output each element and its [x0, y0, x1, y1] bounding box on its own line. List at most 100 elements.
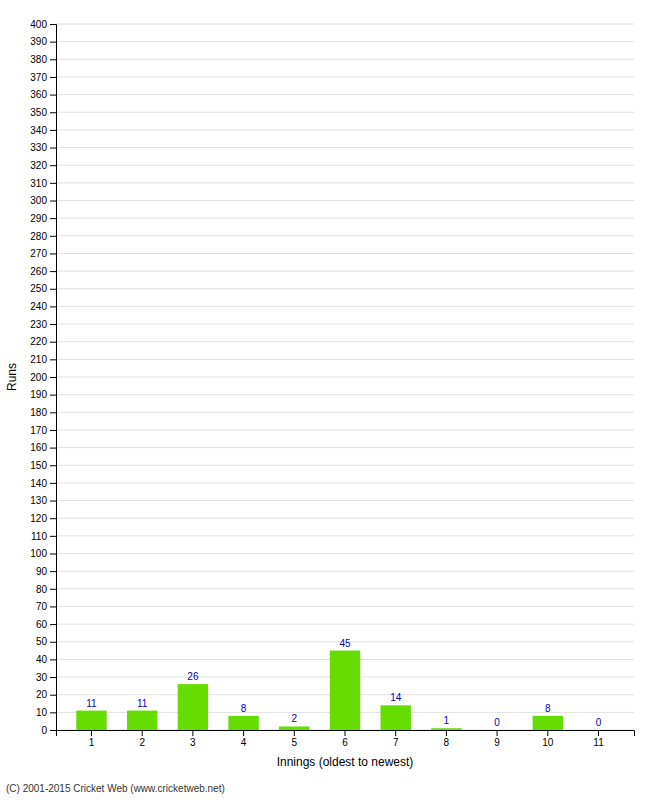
y-tick: 70 — [36, 601, 56, 612]
y-tick: 10 — [36, 707, 56, 718]
y-tick: 170 — [30, 425, 56, 436]
y-tick-mark — [50, 589, 56, 590]
y-tick: 130 — [30, 495, 56, 506]
x-tick: 6 — [342, 730, 348, 748]
x-tick: 2 — [139, 730, 145, 748]
y-tick-mark — [50, 218, 56, 219]
data-label: 8 — [241, 703, 247, 714]
y-tick-label: 10 — [36, 707, 48, 718]
grid-line — [56, 288, 634, 289]
grid-line — [56, 447, 634, 448]
y-tick: 100 — [30, 548, 56, 559]
y-tick-label: 40 — [36, 654, 48, 665]
x-tick-mark — [142, 730, 143, 736]
grid-line — [56, 24, 634, 25]
y-axis-title: Runs — [5, 363, 19, 391]
data-label: 1 — [444, 715, 450, 726]
grid-line — [56, 306, 634, 307]
bar — [431, 728, 461, 730]
y-tick-mark — [50, 712, 56, 713]
y-tick: 220 — [30, 336, 56, 347]
y-tick: 30 — [36, 672, 56, 683]
y-tick-mark — [50, 659, 56, 660]
grid-line — [56, 465, 634, 466]
y-tick: 20 — [36, 689, 56, 700]
y-tick-label: 120 — [30, 513, 47, 524]
chart: 0102030405060708090100110120130140150160… — [0, 0, 650, 800]
grid-line — [56, 129, 634, 130]
grid-line — [56, 341, 634, 342]
y-tick: 60 — [36, 619, 56, 630]
y-tick-mark — [50, 130, 56, 131]
y-tick: 210 — [30, 354, 56, 365]
data-label: 14 — [390, 692, 402, 703]
y-tick-label: 170 — [30, 425, 47, 436]
x-tick: 5 — [292, 730, 298, 748]
grid-line — [56, 624, 634, 625]
grid-line — [56, 429, 634, 430]
y-tick-mark — [50, 448, 56, 449]
y-tick-label: 150 — [30, 460, 47, 471]
y-tick-mark — [50, 95, 56, 96]
y-tick: 40 — [36, 654, 56, 665]
y-tick-mark — [50, 624, 56, 625]
data-label: 8 — [545, 703, 551, 714]
y-tick-mark — [50, 430, 56, 431]
y-tick-label: 280 — [30, 231, 47, 242]
y-tick: 300 — [30, 195, 56, 206]
y-tick-label: 310 — [30, 178, 47, 189]
y-tick-label: 330 — [30, 142, 47, 153]
y-tick: 330 — [30, 142, 56, 153]
y-tick-mark — [50, 465, 56, 466]
x-tick-label: 8 — [444, 737, 450, 748]
y-tick-label: 200 — [30, 372, 47, 383]
y-tick-label: 240 — [30, 301, 47, 312]
y-tick: 50 — [36, 636, 56, 647]
y-tick: 90 — [36, 566, 56, 577]
y-tick-label: 30 — [36, 672, 48, 683]
y-tick: 390 — [30, 36, 56, 47]
y-tick-label: 290 — [30, 213, 47, 224]
x-tick: 1 — [89, 730, 95, 748]
x-tick: 4 — [241, 730, 247, 748]
y-tick-label: 260 — [30, 266, 47, 277]
y-tick-mark — [50, 571, 56, 572]
grid-line — [56, 112, 634, 113]
y-tick-mark — [50, 148, 56, 149]
grid-line — [56, 412, 634, 413]
y-tick-label: 270 — [30, 248, 47, 259]
y-tick: 240 — [30, 301, 56, 312]
x-tick-mark — [446, 730, 447, 736]
y-tick-mark — [50, 306, 56, 307]
y-tick: 80 — [36, 584, 56, 595]
x-tick: 8 — [444, 730, 450, 748]
x-tick-label: 5 — [292, 737, 298, 748]
y-tick-label: 390 — [30, 36, 47, 47]
x-tick-label: 10 — [542, 737, 554, 748]
x-axis-line — [57, 731, 635, 737]
y-tick-label: 220 — [30, 336, 47, 347]
y-tick-mark — [50, 183, 56, 184]
y-tick-label: 190 — [30, 389, 47, 400]
y-tick-mark — [50, 677, 56, 678]
x-tick-label: 7 — [393, 737, 399, 748]
y-tick: 280 — [30, 231, 56, 242]
y-tick-label: 340 — [30, 125, 47, 136]
grid-line — [56, 500, 634, 501]
y-tick-label: 250 — [30, 283, 47, 294]
y-tick-mark — [50, 324, 56, 325]
x-tick: 3 — [190, 730, 196, 748]
y-tick-mark — [50, 112, 56, 113]
data-label: 0 — [596, 717, 602, 728]
y-tick-label: 50 — [36, 636, 48, 647]
x-tick: 7 — [393, 730, 399, 748]
grid-line — [56, 553, 634, 554]
y-tick-label: 160 — [30, 442, 47, 453]
y-tick: 400 — [30, 19, 56, 30]
grid-line — [56, 359, 634, 360]
grid-line — [56, 253, 634, 254]
x-tick-label: 3 — [190, 737, 196, 748]
grid — [56, 24, 634, 730]
bar — [127, 711, 157, 730]
grid-line — [56, 588, 634, 589]
